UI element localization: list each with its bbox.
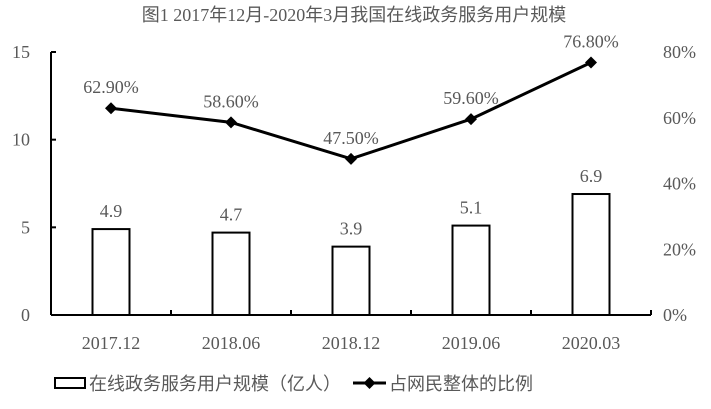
x-axis-tick-label: 2020.03 — [562, 333, 621, 353]
right-axis-tick-label: 0% — [663, 305, 687, 325]
x-axis-tick-label: 2019.06 — [442, 333, 501, 353]
diamond-marker-icon — [105, 102, 117, 115]
legend-bar-label: 在线政务服务用户规模（亿人） — [89, 374, 341, 394]
legend: 在线政务服务用户规模（亿人） 占网民整体的比例 — [54, 374, 533, 394]
right-axis-tick-label: 20% — [663, 239, 696, 259]
x-axis-tick-labels: 2017.12 2018.06 2018.12 2019.06 2020.03 — [82, 333, 621, 353]
bar — [451, 224, 491, 316]
diamond-marker-icon — [585, 56, 597, 69]
right-axis-tick-label: 40% — [663, 174, 696, 194]
chart-title: 图1 2017年12月-2020年3月我国在线政务服务用户规模 — [142, 5, 567, 25]
bar — [91, 228, 131, 316]
line-data-label: 47.50% — [323, 128, 379, 148]
right-axis-tick-label: 60% — [663, 108, 696, 128]
legend-diamond-marker-icon — [363, 377, 376, 389]
left-axis-tick-label: 5 — [21, 217, 30, 237]
line-data-label: 62.90% — [83, 77, 139, 97]
right-axis-tick-labels: 0% 20% 40% 60% 80% — [663, 42, 696, 325]
bar-data-label: 4.7 — [220, 205, 243, 225]
legend-bar-swatch-icon — [54, 377, 86, 389]
bar-data-labels: 4.9 4.7 3.9 5.1 6.9 — [100, 166, 603, 239]
right-axis-tick-label: 80% — [663, 42, 696, 62]
line-data-label: 58.60% — [203, 91, 259, 111]
line-data-label: 59.60% — [443, 88, 499, 108]
line-data-labels: 62.90% 58.60% 47.50% 59.60% 76.80% — [83, 32, 619, 148]
left-axis-tick-label: 15 — [12, 42, 30, 62]
x-axis-tick-label: 2018.06 — [202, 333, 261, 353]
bar-data-label: 6.9 — [580, 166, 603, 186]
bar-data-label: 5.1 — [460, 198, 483, 218]
bar — [571, 193, 611, 317]
line-data-label: 76.80% — [563, 32, 619, 52]
diamond-marker-icon — [345, 152, 357, 165]
bar — [211, 231, 251, 317]
x-axis-tick-label: 2018.12 — [322, 333, 381, 353]
bar-data-label: 3.9 — [340, 219, 363, 239]
diamond-marker-icon — [465, 113, 477, 126]
left-axis-tick-label: 0 — [21, 305, 30, 325]
bar-data-label: 4.9 — [100, 201, 123, 221]
diamond-marker-icon — [225, 116, 237, 129]
line-series — [105, 56, 597, 165]
left-axis-tick-labels: 0 5 10 15 — [12, 42, 30, 325]
x-axis-tick-label: 2017.12 — [82, 333, 141, 353]
left-axis-tick-label: 10 — [12, 130, 30, 150]
legend-line-label: 占网民整体的比例 — [389, 374, 533, 394]
bar-series — [91, 193, 611, 317]
bar — [331, 245, 371, 316]
